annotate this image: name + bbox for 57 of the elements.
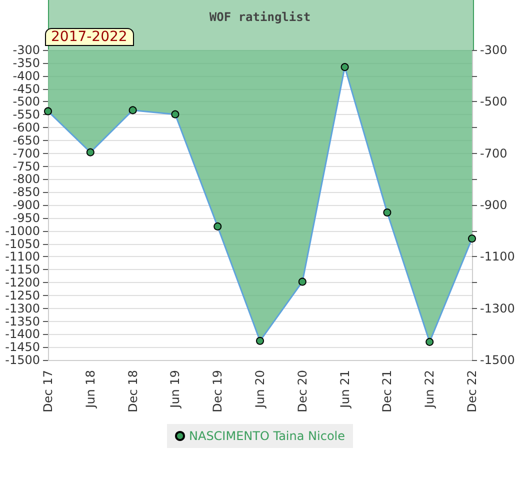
y-tick-label: -500 [12, 94, 40, 109]
y2-tick-label: -900 [480, 198, 508, 212]
point [468, 234, 476, 243]
point [426, 338, 434, 346]
x-tick-label: Dec 20 [295, 370, 310, 412]
point [128, 106, 137, 114]
y2-tick-label: -1300 [480, 301, 515, 316]
point [298, 278, 306, 286]
x-tick-label: Jun 19 [168, 370, 182, 409]
y-tick-label: -1050 [5, 236, 40, 251]
y-tick-label: -650 [12, 133, 40, 148]
y-tick-label: -1450 [5, 340, 40, 354]
y2-tick-label: -500 [480, 94, 508, 109]
chart-title: WOF ratinglist [209, 10, 311, 24]
y-tick-label: -550 [12, 108, 40, 122]
x-tick-label: Jun 22 [422, 370, 437, 409]
y-tick-label: -400 [12, 68, 40, 83]
y-tick-label: -1250 [5, 288, 40, 302]
y-tick-label: -1350 [5, 314, 40, 328]
x-tick-label: Dec 18 [126, 370, 140, 412]
x-tick-label: Dec 22 [465, 370, 479, 412]
y2-tick-label: -1100 [480, 250, 515, 264]
x-tick-label: Dec 21 [380, 370, 394, 412]
text: 2017-2022 [51, 29, 128, 45]
y-tick-label: -1100 [5, 250, 40, 264]
x-tick-label: Dec 17 [41, 370, 55, 412]
y-tick-label: -750 [12, 159, 40, 174]
point [256, 336, 264, 345]
y-tick-label: -350 [12, 56, 40, 70]
x-tick-label: Jun 21 [338, 370, 352, 409]
y-tick-label: -1400 [5, 327, 40, 342]
point [171, 110, 180, 118]
x-tick-label: Jun 18 [83, 370, 98, 409]
x-tick-label: Jun 20 [253, 370, 267, 409]
y-tick-label: -1000 [5, 224, 40, 238]
y-tick-label: -950 [12, 210, 40, 225]
point [340, 63, 349, 72]
y-tick-label: -450 [12, 82, 40, 96]
y-tick-label: -800 [12, 172, 40, 186]
y-tick-label: -600 [12, 120, 40, 134]
point [44, 107, 52, 116]
legend-label: NASCIMENTO Taina Nicole [189, 429, 346, 443]
point [214, 222, 222, 230]
x-tick-label: Dec 19 [210, 370, 225, 412]
y-tick-label: -700 [12, 146, 40, 160]
y-tick-label: -1500 [5, 353, 40, 367]
y-tick-label: -1300 [5, 301, 40, 316]
y-tick-label: -900 [12, 198, 40, 212]
y2-tick-label: -700 [480, 146, 508, 160]
y2-tick-label: -1500 [480, 353, 515, 367]
y2-tick-label: -300 [480, 43, 508, 57]
point [383, 208, 392, 216]
y-tick-label: -1200 [5, 276, 40, 290]
y-tick-label: -1150 [5, 262, 40, 277]
point [86, 148, 94, 156]
y-tick-label: -850 [12, 185, 40, 200]
y-tick-label: -300 [12, 43, 40, 57]
